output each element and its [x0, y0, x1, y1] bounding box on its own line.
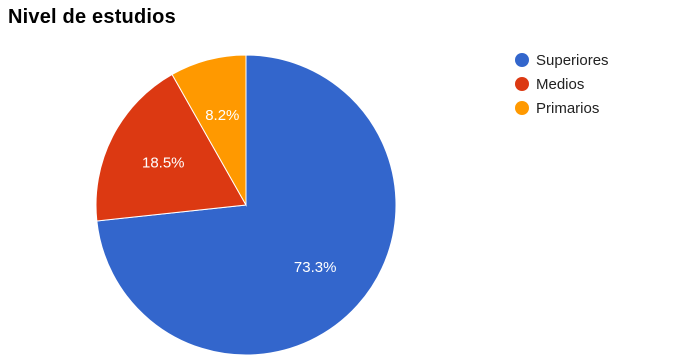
- chart-title: Nivel de estudios: [8, 6, 176, 28]
- slice-label-medios: 18.5%: [142, 155, 185, 172]
- slice-labels: 73.3% 18.5% 8.2%: [142, 107, 336, 276]
- legend-label-superiores: Superiores: [536, 52, 609, 69]
- legend-label-medios: Medios: [536, 76, 584, 93]
- legend-swatch-medios: [515, 77, 529, 91]
- pie-slice-primarios: [171, 54, 247, 207]
- legend-swatch-superiores: [515, 53, 529, 67]
- legend: Superiores Medios Primarios: [515, 52, 609, 117]
- slice-label-superiores: 73.3%: [294, 259, 337, 276]
- legend-label-primarios: Primarios: [536, 100, 599, 117]
- legend-swatch-primarios: [515, 101, 529, 115]
- slice-label-primarios: 8.2%: [205, 107, 239, 124]
- pie-slice-medios: [95, 73, 247, 222]
- pie-slices: [95, 54, 397, 355]
